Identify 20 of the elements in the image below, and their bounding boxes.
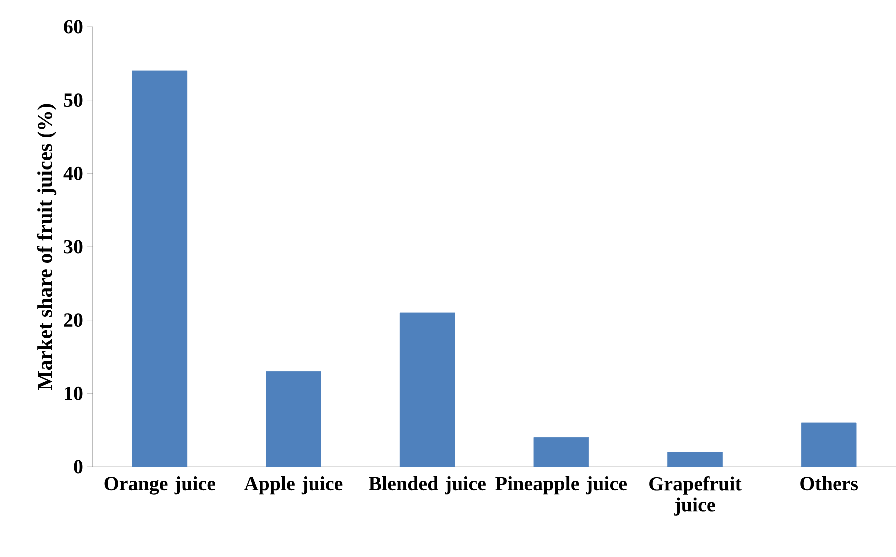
bar bbox=[668, 452, 723, 467]
y-tick-label: 30 bbox=[64, 240, 83, 254]
x-tick-label: Blended juice bbox=[369, 476, 486, 495]
y-axis-title: Market share of fruit juices (%) bbox=[37, 104, 57, 390]
x-tick-label: Pineapple juice bbox=[496, 476, 628, 495]
x-tick-label: Orange juice bbox=[104, 476, 216, 495]
bar bbox=[266, 371, 322, 467]
y-tick-label: 50 bbox=[64, 94, 83, 108]
x-tick-label: Grapefruit juice bbox=[650, 476, 742, 516]
bar bbox=[534, 437, 590, 467]
y-tick-label: 10 bbox=[65, 386, 83, 400]
bar bbox=[132, 70, 188, 467]
bar bbox=[400, 312, 456, 467]
bar bbox=[801, 422, 857, 467]
x-tick-label: Apple juice bbox=[244, 476, 343, 495]
y-tick-label: 0 bbox=[74, 460, 83, 474]
y-tick-label: 60 bbox=[64, 20, 83, 34]
y-tick-label: 40 bbox=[64, 166, 83, 180]
y-tick-label: 20 bbox=[64, 314, 83, 328]
x-tick-label: Others bbox=[800, 476, 858, 491]
